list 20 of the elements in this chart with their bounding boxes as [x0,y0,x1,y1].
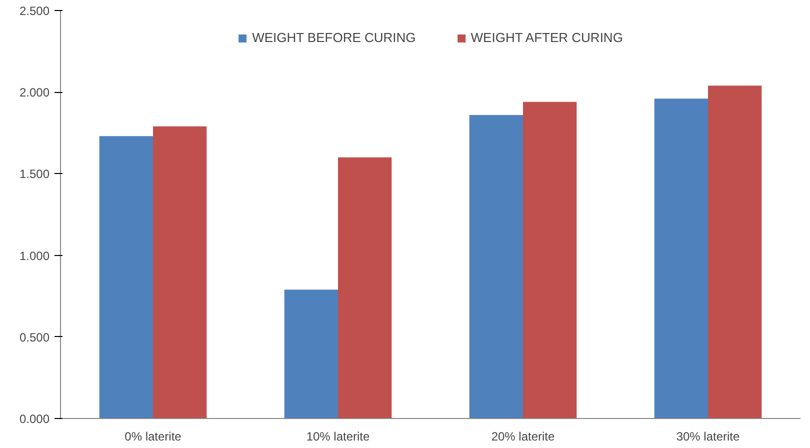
x-tick-label: 30% laterite [676,430,740,444]
bar [523,102,577,418]
y-tick-label: 0.000 [19,412,50,426]
x-tick-label: 10% laterite [306,430,370,444]
bar [338,157,392,418]
bar [654,98,708,418]
x-tick-label: 20% laterite [491,430,556,444]
y-tick-label: 1.000 [19,248,50,263]
x-tick-label: 0% laterite [124,430,182,444]
bar [469,114,523,418]
bar [153,126,207,418]
y-tick-label: 2.500 [19,4,50,18]
legend-label: WEIGHT BEFORE CURING [252,30,416,45]
bar [99,136,153,418]
bar [284,290,338,418]
y-tick-label: 2.000 [19,86,50,100]
legend-label: WEIGHT AFTER CURING [470,30,623,45]
y-tick-label: 0.500 [19,330,50,344]
y-tick-label: 1.500 [19,167,50,182]
bar [708,86,762,418]
